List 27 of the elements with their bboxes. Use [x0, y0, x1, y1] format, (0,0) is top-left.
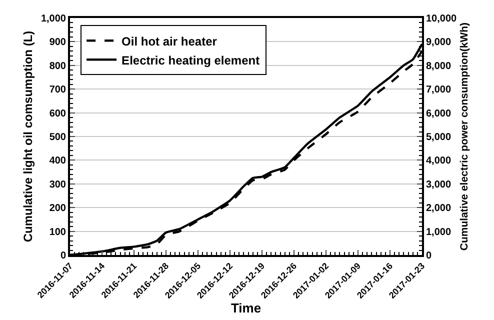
y2-tick-label: 1,000	[426, 226, 452, 238]
y2-tick-label: 6,000	[426, 108, 452, 120]
y2-tick-label: 8,000	[426, 60, 452, 72]
y2-axis-title: Cumulative electric power consumption(kWh)	[458, 22, 470, 251]
y2-tick-label: 2,000	[426, 203, 452, 214]
y-tick-label: 200	[49, 203, 66, 214]
x-axis-title: Time	[230, 300, 262, 316]
y2-tick-label: 0	[426, 250, 432, 262]
y2-tick-label: 10,000	[426, 14, 458, 24]
y-tick-label: 500	[49, 132, 66, 143]
y2-tick-label: 9,000	[426, 37, 452, 48]
y-tick-label: 100	[49, 226, 66, 238]
y2-tick-label: 3,000	[426, 179, 452, 190]
y-tick-label: 1,000	[40, 14, 66, 24]
y-tick-label: 600	[49, 108, 66, 120]
y-tick-label: 0	[60, 250, 66, 262]
y2-tick-label: 5,000	[426, 132, 452, 143]
y-tick-label: 800	[49, 60, 66, 72]
y-tick-label: 300	[49, 179, 66, 190]
y-tick-label: 900	[49, 37, 66, 48]
legend-label: Oil hot air heater	[122, 34, 218, 48]
y-tick-label: 700	[49, 84, 66, 96]
y-tick-label: 400	[49, 156, 66, 167]
y-axis-title: Cumulative light oil comsumption (L)	[20, 30, 35, 242]
legend-label: Electric heating element	[122, 53, 260, 68]
y2-tick-label: 4,000	[426, 156, 452, 167]
y2-tick-label: 7,000	[426, 84, 452, 96]
